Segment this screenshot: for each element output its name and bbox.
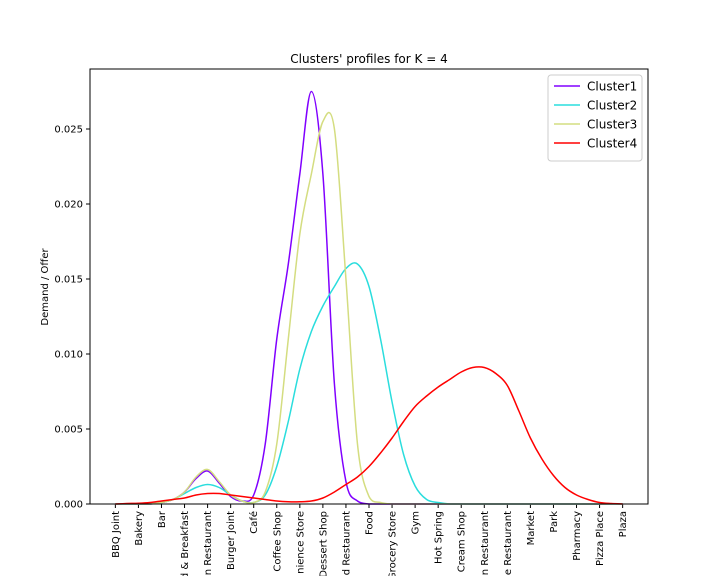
x-tick-label: Gym [411, 511, 422, 534]
legend-label: Cluster1 [587, 80, 637, 94]
legend-label: Cluster3 [587, 118, 637, 132]
x-tick-label: e Restaurant [503, 511, 514, 575]
chart-title: Clusters' profiles for K = 4 [290, 52, 447, 66]
legend-box [547, 74, 643, 162]
plot-frame [89, 68, 649, 505]
x-tick-label: BBQ Joint [111, 511, 122, 558]
x-tick-label: nience Store [295, 511, 306, 574]
legend-label: Cluster4 [587, 137, 637, 151]
x-tick-label: Grocery Store [388, 511, 399, 576]
y-tick-label: 0.000 [54, 500, 83, 511]
x-tick-label: Plaza [618, 511, 629, 537]
x-tick-label: Café [248, 511, 260, 534]
x-tick-label: Hot Spring [434, 511, 445, 564]
x-tick-label: Park [549, 511, 560, 533]
x-tick-label: Dessert Shop [318, 511, 329, 576]
legend-label: Cluster2 [587, 99, 637, 113]
y-tick-label: 0.010 [54, 350, 83, 361]
x-tick-label: d & Breakfast [180, 511, 191, 576]
x-tick-label: Pharmacy [572, 511, 583, 561]
y-tick-label: 0.015 [54, 275, 83, 286]
y-tick-label: 0.020 [54, 200, 83, 211]
x-tick-label: d Restaurant [341, 511, 352, 575]
y-tick-label: 0.005 [54, 425, 83, 436]
x-tick-label: Cream Shop [457, 511, 468, 572]
x-tick-label: Pizza Place [595, 511, 606, 566]
x-tick-label: n Restaurant [203, 511, 214, 575]
x-tick-label: Coffee Shop [272, 511, 283, 572]
y-axis-label: Demand / Offer [40, 248, 51, 326]
y-tick-label: 0.025 [54, 125, 83, 136]
x-tick-label: Food [365, 511, 376, 535]
x-tick-label: Burger Joint [226, 511, 237, 570]
x-tick-label: Bar [157, 510, 168, 528]
series-line [115, 366, 623, 505]
x-tick-label: n Restaurant [480, 511, 491, 575]
x-tick-label: Bakery [134, 511, 145, 546]
x-tick-label: Market [526, 511, 537, 545]
